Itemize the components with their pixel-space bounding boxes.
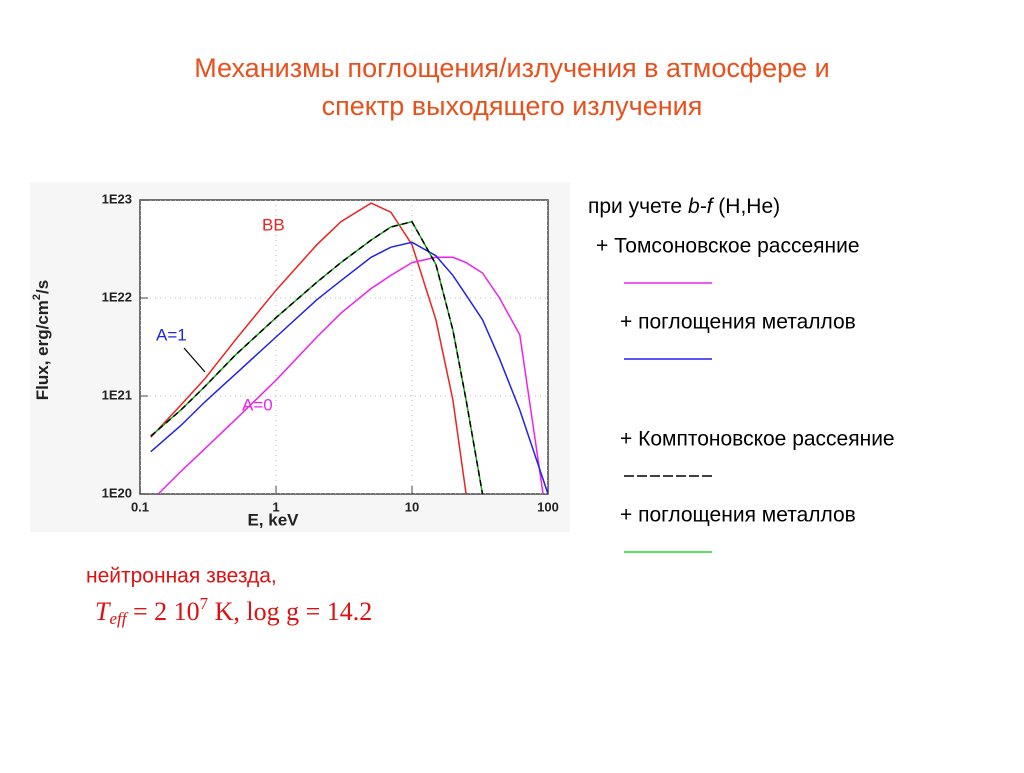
series-line: [157, 256, 544, 494]
notes-header-post: (H,He): [712, 195, 780, 218]
formula-sub: eff: [109, 609, 128, 628]
y-axis-label: Flux, erg/cm2/s: [31, 280, 53, 400]
annotation: BB: [262, 215, 285, 234]
y-tick-label: 1E23: [102, 191, 132, 206]
series-line: [150, 241, 548, 494]
x-tick-label: 0.1: [131, 499, 149, 514]
y-label-main: Flux, erg/cm: [33, 300, 52, 400]
caption: нейтронная звезда,: [86, 565, 277, 588]
formula-sup: 7: [200, 594, 209, 613]
y-label-end: /s: [33, 280, 52, 294]
notes-header-pre: при учете: [588, 195, 688, 218]
x-tick-label: 10: [405, 499, 419, 514]
x-tick-label: 1: [272, 499, 279, 514]
slide-title: Механизмы поглощения/излучения в атмосфе…: [194, 53, 829, 83]
y-tick-label: 1E21: [102, 387, 132, 402]
annotation: A=0: [242, 395, 273, 414]
notes-header: при учете b-f (H,He): [588, 195, 780, 218]
x-axis-label: E, keV: [247, 510, 299, 529]
note-item: + поглощения металлов: [620, 311, 856, 334]
series-line-dash: [150, 220, 484, 494]
y-label-sup: 2: [31, 294, 43, 300]
y-tick-label: 1E22: [102, 289, 132, 304]
x-tick-label: 100: [537, 499, 559, 514]
formula-mid: = 2 10: [126, 597, 199, 626]
annotation-arrow: [183, 347, 206, 373]
caption-formula: Teff = 2 107 K, log g = 14.2: [95, 594, 372, 628]
formula-end: K, log g = 14.2: [208, 597, 372, 626]
note-item: + Комптоновское рассеяние: [620, 428, 895, 451]
formula-t: T: [95, 597, 111, 626]
note-item: + Томсоновское рассеяние: [596, 235, 860, 258]
y-tick-label: 1E20: [102, 485, 132, 500]
series-line: [150, 202, 467, 494]
plot-frame: [139, 199, 549, 495]
annotation: A=1: [156, 325, 187, 344]
note-item: + поглощения металлов: [620, 504, 856, 527]
slide-title: спектр выходящего излучения: [322, 91, 703, 121]
notes-header-italic: b-f: [688, 195, 715, 218]
